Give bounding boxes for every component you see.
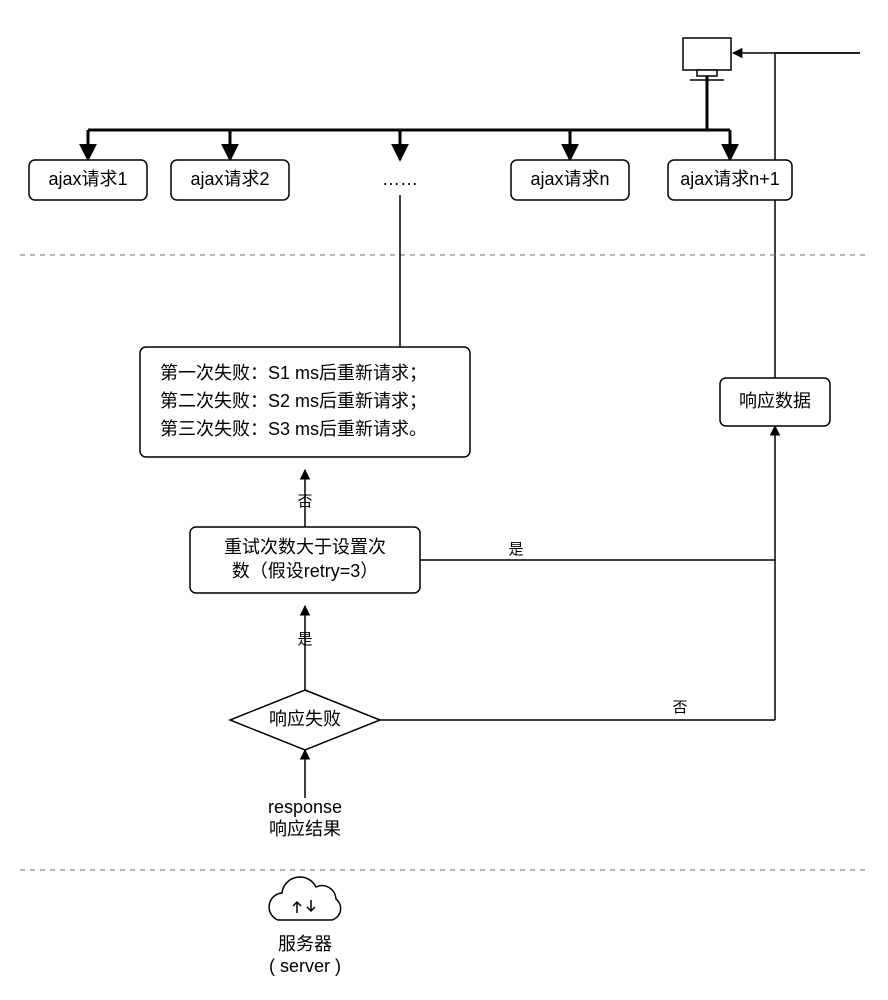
server-label-line1: 服务器 [278,934,332,954]
ajax-box-n1: ajax请求n+1 [668,160,792,200]
retry-schedule-box: 第一次失败：S1 ms后重新请求； 第二次失败：S2 ms后重新请求； 第三次失… [140,347,470,457]
edge-label-no-1: 否 [297,493,312,510]
retry-schedule-line1: 第一次失败：S1 ms后重新请求； [160,363,427,383]
response-label-line2: 响应结果 [269,819,341,839]
ajax-box-1-label: ajax请求1 [48,169,127,189]
response-label-line1: response [268,797,342,817]
ajax-box-n: ajax请求n [511,160,629,200]
edge-label-yes-up: 是 [297,631,312,648]
retry-schedule-line2: 第二次失败：S2 ms后重新请求； [160,391,427,411]
ajax-box-1: ajax请求1 [29,160,147,200]
retry-check-line1: 重试次数大于设置次 [224,537,386,557]
fail-decision: 响应失败 [230,690,380,750]
retry-check-line2: 数（假设retry=3） [232,561,379,581]
retry-check-box: 重试次数大于设置次 数（假设retry=3） [190,527,420,593]
ajax-box-n1-label: ajax请求n+1 [680,169,780,189]
response-data-label: 响应数据 [739,391,811,411]
server-label: 服务器 ( server ) [269,934,341,976]
fail-decision-label: 响应失败 [269,709,341,729]
ajax-box-2-label: ajax请求2 [190,169,269,189]
retry-schedule-line3: 第三次失败：S3 ms后重新请求。 [160,419,427,439]
edge-label-no-right: 否 [672,699,687,716]
server-icon [269,877,341,920]
ajax-dots: …… [382,169,418,189]
terminal-icon [683,38,731,80]
ajax-dots-label: …… [382,169,418,189]
ajax-box-2: ajax请求2 [171,160,289,200]
edge-label-yes-right: 是 [508,541,523,558]
response-label: response 响应结果 [268,797,342,839]
ajax-box-n-label: ajax请求n [530,169,609,189]
server-label-line2: ( server ) [269,956,341,976]
response-data-box: 响应数据 [720,378,830,426]
